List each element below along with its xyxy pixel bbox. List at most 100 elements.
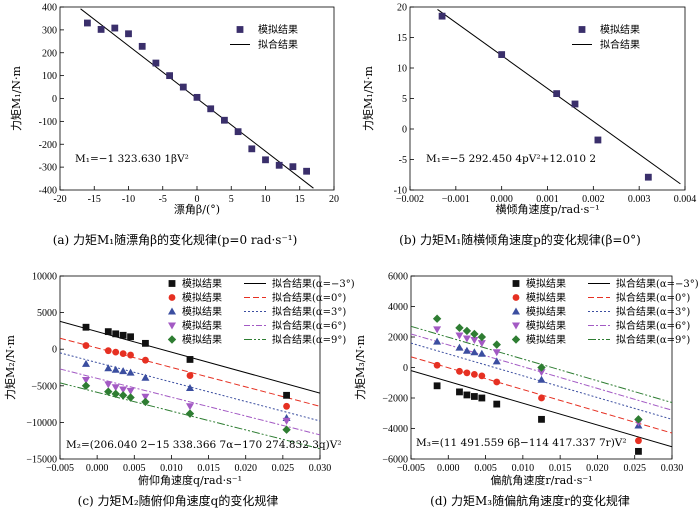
x-axis-label: 俯仰角速度q/rad·s⁻¹ <box>138 473 242 487</box>
x-tick-label: 0.020 <box>234 463 257 474</box>
x-tick-label: -5 <box>159 194 167 205</box>
data-point <box>463 391 471 399</box>
x-tick-label: 0.001 <box>536 194 559 205</box>
legend-label: 模拟结果 <box>526 305 566 318</box>
data-point <box>492 340 501 349</box>
data-point <box>111 24 119 32</box>
fit-equation: M₁=−1 323.630 1βV² <box>75 153 189 165</box>
x-tick-label: 0.004 <box>674 194 697 205</box>
data-point <box>477 332 487 342</box>
y-tick-label: -400 <box>39 186 57 197</box>
y-axis-label: 力矩M₁/N·m <box>362 65 375 131</box>
legend-label: 拟合结果(α=9°) <box>616 333 690 346</box>
legend-marker <box>512 294 520 301</box>
data-point <box>635 447 642 455</box>
x-tick-label: -20 <box>53 194 66 205</box>
data-point <box>185 409 195 418</box>
data-point <box>433 326 442 334</box>
legend-label: 模拟结果 <box>258 23 298 36</box>
data-point <box>537 369 546 377</box>
data-point <box>141 393 150 401</box>
data-point <box>283 402 290 410</box>
data-point <box>553 90 561 98</box>
legend-label: 模拟结果 <box>182 291 222 304</box>
data-point <box>433 361 441 369</box>
x-tick-label: −0.002 <box>396 194 424 205</box>
legend-label: 拟合结果(α=0°) <box>272 291 346 304</box>
data-point <box>462 326 472 336</box>
panel-caption: (a) 力矩M₁随漂角β的变化规律(p=0 rad·s⁻¹) <box>53 232 298 247</box>
data-point <box>186 372 194 379</box>
data-point <box>478 372 486 380</box>
data-point <box>537 363 546 372</box>
data-point <box>282 425 291 434</box>
legend-label: 拟合结果(α=6°) <box>616 319 690 332</box>
x-tick-label: 5 <box>229 194 234 205</box>
data-point <box>127 333 134 341</box>
x-tick-label: 0.002 <box>582 194 605 205</box>
data-point <box>634 415 643 424</box>
data-point <box>248 145 256 153</box>
data-point <box>438 12 446 20</box>
legend-label: 模拟结果 <box>526 333 566 346</box>
data-point <box>111 389 120 399</box>
y-tick-label: 0 <box>403 363 408 374</box>
x-tick-label: 0.000 <box>86 463 109 474</box>
y-tick-label: 15 <box>397 33 407 44</box>
data-point <box>234 128 242 136</box>
data-point <box>470 393 478 400</box>
fit-equation: M₂=(206.040 2−15 338.366 7α−170 274.832 … <box>66 439 342 451</box>
data-point <box>82 323 90 331</box>
data-point <box>82 342 90 349</box>
legend-label: 拟合结果(α=6°) <box>272 319 346 332</box>
data-point <box>104 347 112 355</box>
y-tick-label: −2000 <box>382 394 408 405</box>
legend-label: 拟合结果 <box>600 38 640 51</box>
x-tick-label: 0.025 <box>623 463 646 474</box>
fit-line <box>60 368 320 436</box>
data-point <box>493 400 501 408</box>
data-point <box>289 163 297 171</box>
data-point <box>111 384 120 392</box>
legend-label: 拟合结果(α=3°) <box>272 305 346 318</box>
y-tick-label: -5 <box>399 155 407 166</box>
data-point <box>186 356 194 363</box>
data-point <box>221 116 228 124</box>
legend: 模拟结果模拟结果模拟结果模拟结果模拟结果拟合结果(α=−3°)拟合结果(α=0°… <box>511 277 699 346</box>
legend-label: 模拟结果 <box>182 319 222 332</box>
data-point <box>462 346 471 354</box>
legend-marker <box>168 307 176 315</box>
data-point <box>303 167 310 175</box>
data-point <box>104 364 113 372</box>
data-point <box>112 348 120 356</box>
data-point <box>538 415 545 423</box>
data-point <box>538 394 545 402</box>
data-point <box>97 26 105 33</box>
x-tick-label: 0.003 <box>628 194 651 205</box>
y-tick-label: 300 <box>42 25 57 36</box>
data-point <box>112 330 120 338</box>
legend-marker <box>512 280 520 287</box>
data-point <box>82 359 90 367</box>
legend-label: 模拟结果 <box>600 23 640 36</box>
x-tick-label: 0 <box>195 194 200 205</box>
panel-caption: (d) 力矩M₃随偏航角速度r的变化规律 <box>430 493 630 508</box>
y-tick-label: −4000 <box>382 424 408 435</box>
y-tick-label: -200 <box>39 140 57 151</box>
legend-marker <box>512 307 520 315</box>
data-point <box>455 332 464 340</box>
panel-a: -20 -15 -10 -5 0 5 10 15 20 -400 -300 -200 -100 0 100 2… <box>10 3 339 248</box>
legend-label: 模拟结果 <box>526 277 566 290</box>
panel-b: −0.002 −0.001 0.000 0.001 0.002 0.003 0.004 -10… <box>362 3 696 248</box>
legend-label: 模拟结果 <box>182 333 222 346</box>
data-point <box>126 393 135 402</box>
y-tick-label: −5000 <box>31 381 57 392</box>
y-tick-label: -100 <box>39 117 57 128</box>
x-tick-label: 0.000 <box>490 194 513 205</box>
x-tick-label: −0.005 <box>46 463 74 474</box>
data-point <box>275 161 283 169</box>
data-point <box>644 173 652 181</box>
data-point <box>81 381 91 390</box>
data-point <box>82 376 90 384</box>
